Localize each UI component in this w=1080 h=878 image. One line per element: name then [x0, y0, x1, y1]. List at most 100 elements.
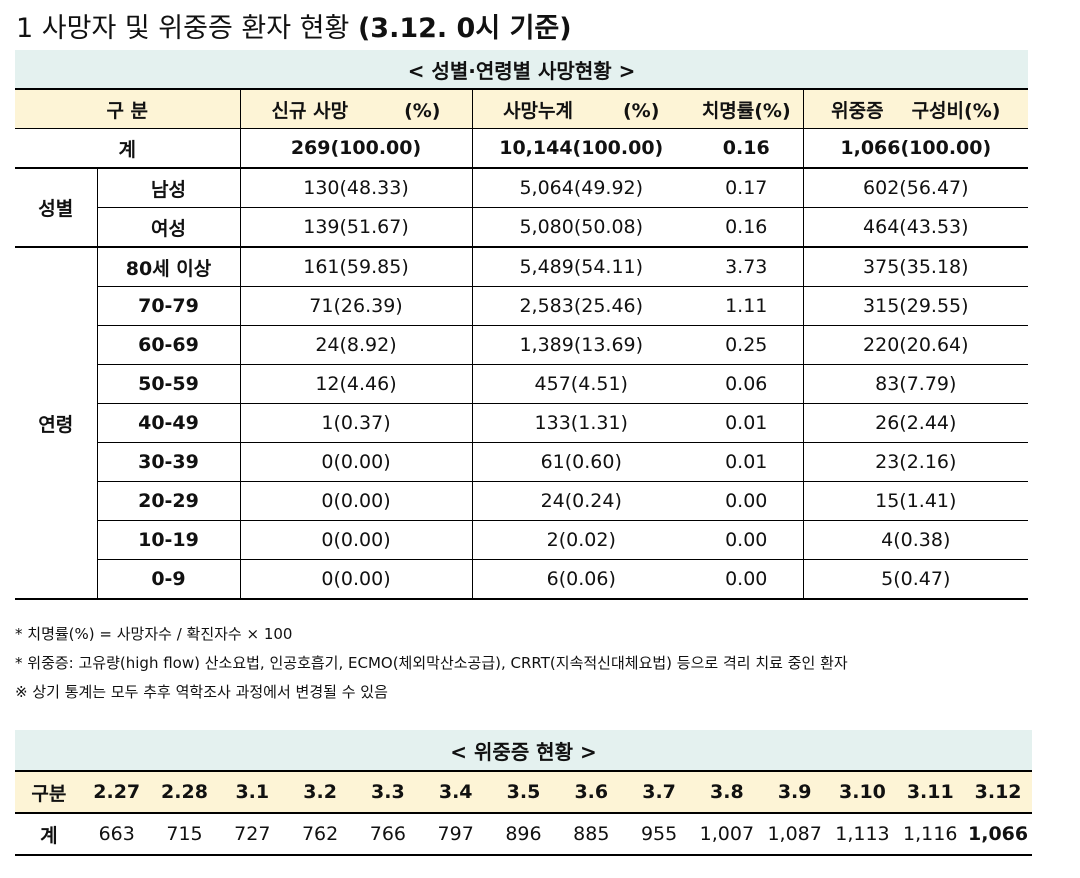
data-row: 50-59 12(4.46) 457(4.51) 0.06 83(7.79) [15, 364, 1029, 404]
data-row: 연령 80세 이상 161(59.85) 5,489(54.11) 3.73 375(35… [15, 247, 1029, 600]
header-cell: 3.7 [625, 770, 693, 814]
row-label: 30-39 [96, 442, 240, 482]
cell: 6(0.06) [471, 559, 690, 600]
header-cell: 2.28 [150, 770, 219, 814]
data-row: 0-9 0(0.00) 6(0.06) 0.00 5(0.47) [15, 559, 1029, 600]
header-cell: 2.27 [82, 770, 151, 814]
note: * 치명률(%) = 사망자수 / 확진자수 × 100 [15, 625, 293, 643]
cell: 1,087 [760, 813, 829, 856]
header-cell: 3.3 [353, 770, 422, 814]
data-row: 70-79 71(26.39) 2,583(25.46) 1.11 315(29.55) [15, 286, 1029, 326]
row-label: 20-29 [96, 481, 240, 521]
cell: 161(59.85) [239, 247, 472, 287]
header-cell: 사망누계 (%) [471, 88, 690, 129]
notes: * 치명률(%) = 사망자수 / 확진자수 × 100 * 위중증: 고유량(h… [15, 620, 848, 707]
cell: 139(51.67) [239, 207, 472, 248]
cell: 71(26.39) [239, 286, 472, 326]
data-row: 여성 139(51.67) 5,080(50.08) 0.16 464(43.53) [15, 207, 1029, 248]
cell: 0.00 [690, 520, 803, 560]
group-label: 성별 [15, 168, 97, 248]
cell: 0.16 [690, 128, 803, 169]
cell: 896 [489, 813, 558, 856]
cell: 4(0.38) [802, 520, 1029, 560]
cell: 762 [286, 813, 354, 856]
cell: 457(4.51) [471, 364, 690, 404]
cell: 10,144(100.00) [471, 128, 690, 169]
cell: 2,583(25.46) [471, 286, 690, 326]
header-cell: 구분 [15, 770, 83, 814]
cell: 269(100.00) [239, 128, 472, 169]
data-row: 40-49 1(0.37) 133(1.31) 0.01 26(2.44) [15, 403, 1029, 443]
cell: 24(8.92) [239, 325, 472, 365]
header-cell: 치명률(%) [690, 88, 803, 129]
cell: 2(0.02) [471, 520, 690, 560]
cell: 1,116 [896, 813, 965, 856]
row-label: 남성 [96, 168, 240, 208]
cell: 83(7.79) [802, 364, 1029, 404]
cell: 5,489(54.11) [471, 247, 690, 287]
cell: 3.73 [690, 247, 803, 287]
cell: 315(29.55) [802, 286, 1029, 326]
cell: 1,007 [692, 813, 761, 856]
header-row: 구분 2.27 2.28 3.1 3.2 3.3 3.4 3.5 3.6 3.7 3.8 3.9 3.1… [15, 770, 1032, 814]
cell: 0.06 [690, 364, 803, 404]
title: 1 사망자 및 위중증 환자 현황 (3.12. 0시 기준) [16, 6, 572, 45]
cell: 727 [218, 813, 287, 856]
cell: 1,113 [828, 813, 897, 856]
cell: 797 [421, 813, 490, 856]
cell: 0.16 [690, 207, 803, 248]
cell: 1,066(100.00) [802, 128, 1029, 169]
cell: 0.01 [690, 442, 803, 482]
header-cell: 신규 사망 (%) [239, 88, 472, 129]
cell: 0(0.00) [239, 481, 472, 521]
cell: 0.25 [690, 325, 803, 365]
note: * 위중증: 고유량(high flow) 산소요법, 인공호흡기, ECMO(… [15, 654, 848, 672]
cell: 0(0.00) [239, 559, 472, 600]
cell: 0(0.00) [239, 442, 472, 482]
cell: 375(35.18) [802, 247, 1029, 287]
header-text: (%) [623, 99, 660, 122]
cell: 0.00 [690, 559, 803, 600]
row-label: 계 [15, 813, 83, 856]
header-cell: 3.11 [896, 770, 965, 814]
cell: 1,066 [964, 813, 1032, 856]
data-row: 성별 남성 130(48.33) 5,064(49.92) 0.17 602(56.47) [15, 168, 1029, 248]
caption: < 위중증 현황 > [15, 730, 1032, 771]
cell: 766 [353, 813, 422, 856]
row-label: 0-9 [96, 559, 240, 600]
header-text: 신규 사망 [271, 99, 349, 122]
header-cell: 3.1 [218, 770, 287, 814]
death-table: < 성별·연령별 사망현황 > 구 분 신규 사망 (%) 사망누계 (%) 치명률… [15, 50, 1029, 600]
header-cell: 3.4 [421, 770, 490, 814]
cell: 1.11 [690, 286, 803, 326]
header-cell: 위중증 구성비(%) [802, 88, 1029, 129]
row-label: 60-69 [96, 325, 240, 365]
cell: 220(20.64) [802, 325, 1029, 365]
header-text: (%) [404, 99, 441, 122]
total-row: 계 269(100.00) 10,144(100.00) 0.16 1,066(100.… [15, 128, 1029, 169]
header-cell: 3.9 [760, 770, 829, 814]
cell: 663 [82, 813, 151, 856]
row-label: 10-19 [96, 520, 240, 560]
data-row: 10-19 0(0.00) 2(0.02) 0.00 4(0.38) [15, 520, 1029, 560]
cell: 5,080(50.08) [471, 207, 690, 248]
cell: 0.00 [690, 481, 803, 521]
severe-table: < 위중증 현황 > 구분 2.27 2.28 3.1 3.2 3.3 3.4 3.5 3.6 3… [15, 730, 1032, 856]
header-text: 사망누계 [503, 99, 573, 122]
cell: 0(0.00) [239, 520, 472, 560]
cell: 24(0.24) [471, 481, 690, 521]
cell: 0.17 [690, 168, 803, 208]
row-label: 계 [15, 128, 240, 169]
data-row: 20-29 0(0.00) 24(0.24) 0.00 15(1.41) [15, 481, 1029, 521]
header-cell: 3.6 [557, 770, 626, 814]
data-row: 계 663 715 727 762 766 797 896 885 955 1,007 1,087 1,… [15, 813, 1032, 856]
header-cell: 3.2 [286, 770, 354, 814]
header-cell: 3.10 [828, 770, 897, 814]
row-label: 80세 이상 [96, 247, 240, 287]
title-text: 1 사망자 및 위중증 환자 현황 [16, 13, 350, 44]
cell: 23(2.16) [802, 442, 1029, 482]
cell: 26(2.44) [802, 403, 1029, 443]
caption: < 성별·연령별 사망현황 > [15, 50, 1029, 90]
header-cell: 3.12 [964, 770, 1032, 814]
